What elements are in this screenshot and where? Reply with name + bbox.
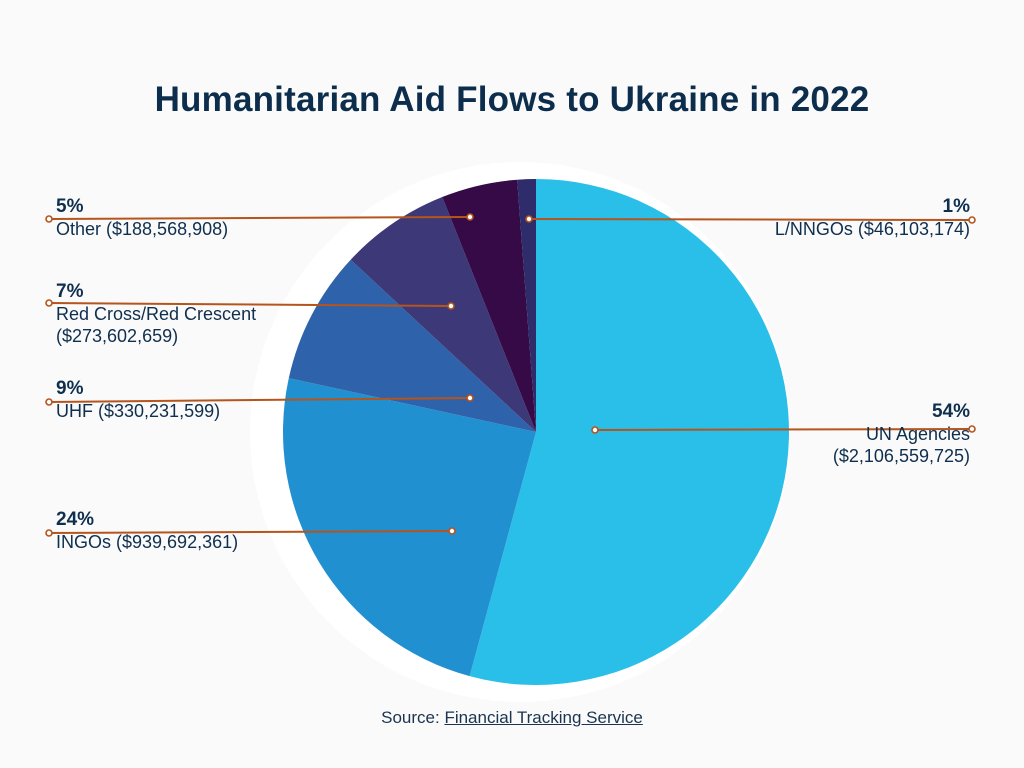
label-ingos: 24% INGOs ($939,692,361) bbox=[56, 509, 238, 553]
leader-line-lnngo bbox=[528, 218, 973, 221]
pie-slices bbox=[283, 179, 790, 686]
chart-title: Humanitarian Aid Flows to Ukraine in 202… bbox=[154, 80, 870, 119]
leader-dot-un-outer bbox=[968, 425, 976, 433]
leader-dot-uhf-outer bbox=[45, 398, 53, 406]
leader-line-uhf bbox=[48, 397, 471, 403]
leader-dot-ingo-inner bbox=[448, 527, 456, 535]
leader-dot-other-outer bbox=[45, 215, 53, 223]
pie-slice-ingo bbox=[283, 378, 536, 677]
leader-dot-rc-outer bbox=[45, 299, 53, 307]
leader-dot-rc-inner bbox=[447, 302, 455, 310]
label-uhf: 9% UHF ($330,231,599) bbox=[56, 378, 220, 422]
pie-slice-lnngo bbox=[517, 179, 536, 432]
leader-dot-other-inner bbox=[466, 213, 474, 221]
leader-dot-ingo-outer bbox=[45, 529, 53, 537]
label-un-agencies-text: UN Agencies bbox=[865, 424, 970, 444]
label-lnngos-percent: 1% bbox=[942, 196, 970, 217]
pie-slice-uhf bbox=[288, 259, 536, 432]
leader-lines bbox=[45, 213, 976, 537]
label-uhf-percent: 9% bbox=[56, 378, 84, 399]
pie-slice-rc bbox=[350, 197, 536, 432]
label-red-cross-amount: ($273,602,659) bbox=[56, 326, 179, 346]
label-red-cross-text: Red Cross/Red Crescent bbox=[56, 304, 257, 324]
label-un-agencies-amount: ($2,106,559,725) bbox=[832, 446, 970, 466]
label-other-percent: 5% bbox=[56, 196, 84, 217]
label-other: 5% Other ($188,568,908) bbox=[56, 196, 228, 240]
leader-line-ingo bbox=[48, 530, 453, 534]
leader-line-other bbox=[48, 216, 471, 220]
label-ingos-text: INGOs ($939,692,361) bbox=[56, 532, 239, 552]
leader-dot-lnngo-inner bbox=[525, 215, 533, 223]
leader-line-rc bbox=[48, 302, 452, 307]
pie-slice-other bbox=[442, 179, 536, 432]
source-link[interactable]: Financial Tracking Service bbox=[444, 708, 643, 727]
leader-line-un bbox=[594, 428, 973, 431]
label-un-agencies: 54% UN Agencies ($2,106,559,725) bbox=[833, 401, 970, 467]
label-other-text: Other ($188,568,908) bbox=[56, 219, 229, 239]
label-lnngos: 1% L/NNGOs ($46,103,174) bbox=[775, 196, 970, 240]
leader-dot-uhf-inner bbox=[466, 394, 474, 402]
label-red-cross: 7% Red Cross/Red Crescent ($273,602,659) bbox=[56, 281, 256, 347]
label-uhf-text: UHF ($330,231,599) bbox=[56, 401, 221, 421]
label-red-cross-percent: 7% bbox=[56, 281, 84, 302]
label-ingos-percent: 24% bbox=[56, 509, 95, 530]
source-note: Source: Financial Tracking Service bbox=[0, 708, 1024, 728]
source-prefix: Source: bbox=[381, 708, 445, 727]
label-lnngos-text: L/NNGOs ($46,103,174) bbox=[774, 219, 970, 239]
pie-slice-un bbox=[469, 179, 790, 686]
leader-dot-lnngo-outer bbox=[968, 216, 976, 224]
leader-dot-un-inner bbox=[591, 426, 599, 434]
label-un-agencies-percent: 54% bbox=[931, 401, 970, 422]
